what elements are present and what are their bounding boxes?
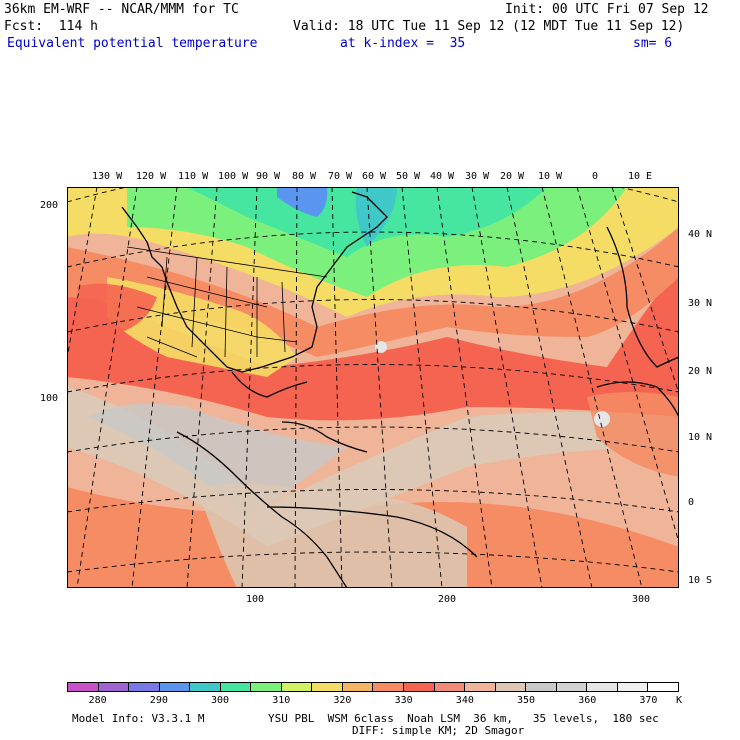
longitude-label: 70 W — [328, 171, 353, 182]
header-model-title: 36km EM-WRF -- NCAR/MMM for TC — [4, 2, 239, 17]
colorbar-swatch — [526, 683, 557, 691]
theta-e-blue-patch — [277, 187, 328, 217]
longitude-label: 90 W — [256, 171, 281, 182]
longitude-label: 120 W — [136, 171, 167, 182]
colorbar-swatch — [129, 683, 160, 691]
colorbar-swatch — [68, 683, 99, 691]
grid-x-label-100: 100 — [246, 594, 265, 605]
colorbar-swatch — [98, 683, 130, 691]
longitude-label: 50 W — [396, 171, 421, 182]
header-init-time: Init: 00 UTC Fri 07 Sep 12 — [505, 2, 709, 17]
land-south-america — [197, 483, 467, 588]
cyclone-feature — [375, 341, 387, 353]
colorbar-tick-label: 300 — [211, 695, 230, 706]
colorbar-tick-label: 310 — [272, 695, 291, 706]
longitude-label: 110 W — [178, 171, 209, 182]
graticule — [67, 187, 679, 588]
latitude-label: 10 N — [688, 432, 713, 443]
colorbar-swatch — [556, 683, 588, 691]
colorbar-swatch — [220, 683, 252, 691]
colorbar-tick-label: 370 — [639, 695, 658, 706]
longitude-label: 60 W — [362, 171, 387, 182]
colorbar-swatch — [434, 683, 466, 691]
level-info: at k-index = 35 — [340, 36, 466, 51]
footer-diffusion: DIFF: simple KM; 2D Smagor — [352, 724, 525, 737]
colorbar-swatch — [373, 683, 405, 691]
longitude-label: 100 W — [218, 171, 249, 182]
colorbar-unit: K — [676, 695, 683, 706]
latitude-label: 30 N — [688, 298, 713, 309]
latitude-label: 40 N — [688, 229, 713, 240]
colorbar-swatch — [587, 683, 618, 691]
field-name: Equivalent potential temperature — [7, 36, 258, 51]
colorbar-swatch — [281, 683, 313, 691]
colorbar-tick-label: 320 — [333, 695, 352, 706]
latitude-label: 20 N — [688, 366, 713, 377]
longitude-label: 30 W — [465, 171, 490, 182]
latitude-label: 10 S — [688, 575, 713, 586]
colorbar-tick-label: 340 — [455, 695, 474, 706]
colorbar-swatch — [342, 683, 374, 691]
colorbar-swatch — [648, 683, 678, 691]
longitude-label: 80 W — [292, 171, 317, 182]
equivalent-potential-temperature-map — [67, 187, 679, 588]
header-forecast-hour: Fcst: 114 h — [4, 19, 98, 34]
longitude-label: 10 W — [538, 171, 563, 182]
longitude-label: 10 E — [628, 171, 653, 182]
land-west-red — [77, 283, 157, 337]
footer-model-info: Model Info: V3.3.1 M — [72, 712, 205, 725]
smoothing-info: sm= 6 — [633, 36, 673, 51]
longitude-label: 40 W — [430, 171, 455, 182]
colorbar-tick-label: 290 — [149, 695, 168, 706]
colorbar-swatch — [190, 683, 221, 691]
longitude-label: 20 W — [500, 171, 525, 182]
colorbar-swatch — [404, 683, 435, 691]
grid-y-label-200: 200 — [40, 200, 59, 211]
header-valid-time: Valid: 18 UTC Tue 11 Sep 12 (12 MDT Tue … — [293, 19, 685, 34]
footer-physics: YSU PBL WSM 6class Noah LSM 36 km, 35 le… — [268, 712, 659, 725]
longitude-label: 0 — [592, 171, 599, 182]
colorbar-swatch — [495, 683, 527, 691]
grid-x-label-300: 300 — [632, 594, 651, 605]
colorbar-swatch — [251, 683, 282, 691]
colorbar-tick-label: 360 — [578, 695, 597, 706]
colorbar-swatch — [312, 683, 343, 691]
grid-x-label-200: 200 — [438, 594, 457, 605]
colorbar-swatch — [159, 683, 191, 691]
colorbar-tick-label: 280 — [88, 695, 107, 706]
grid-y-label-100: 100 — [40, 393, 59, 404]
colorbar-swatch — [617, 683, 649, 691]
colorbar — [67, 682, 679, 692]
latitude-label: 0 — [688, 497, 695, 508]
land-africa — [587, 392, 679, 477]
theta-e-subtropic-band — [67, 267, 679, 421]
theta-e-orange-band — [67, 227, 679, 357]
colorbar-tick-label: 350 — [517, 695, 536, 706]
colorbar-swatch — [465, 683, 496, 691]
colorbar-tick-label: 330 — [394, 695, 413, 706]
longitude-label: 130 W — [92, 171, 123, 182]
